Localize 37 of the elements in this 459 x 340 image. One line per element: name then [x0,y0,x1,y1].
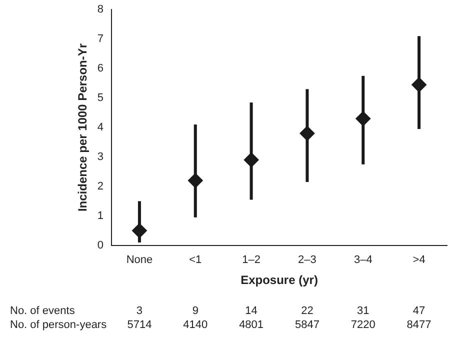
point [356,111,371,126]
text: 3 [136,305,143,318]
text: 4801 [239,319,264,332]
text: 9 [192,305,198,318]
x-tick-label: 1–2 [242,254,260,266]
point [244,152,259,168]
point [412,77,427,92]
text: No. of events [10,305,76,318]
point [132,223,147,238]
point [300,126,315,141]
y-tick-label: 5 [97,92,104,104]
text: 47 [412,305,426,318]
text: 5847 [294,319,320,332]
x-tick-label: >4 [412,254,426,266]
text: 22 [301,305,314,318]
text: 4140 [183,319,208,332]
y-tick-label: 3 [97,151,104,164]
x-tick-label: 2–3 [298,254,316,266]
y-tick-label: 2 [97,180,104,192]
x-axis-title: Exposure (yr) [240,273,318,288]
text: No. of person-years [10,319,108,332]
y-tick-label: 0 [97,239,104,252]
text: 31 [357,305,370,318]
y-tick-label: 6 [97,62,104,75]
text: 5714 [127,319,152,332]
point [188,173,203,188]
x-tick-label: None [126,254,153,266]
x-tick-label: 3–4 [354,254,372,266]
y-tick-label: 7 [97,33,104,46]
y-tick-label: 1 [97,210,104,222]
text: 8477 [406,319,432,332]
y-tick-label: 4 [97,122,104,134]
text: 7220 [350,319,376,332]
y-tick-label: 8 [97,4,104,16]
y-axis-title: Incidence per 1000 Person-Yr [76,43,90,212]
x-tick-label: <1 [189,254,202,266]
text: 14 [245,305,258,318]
